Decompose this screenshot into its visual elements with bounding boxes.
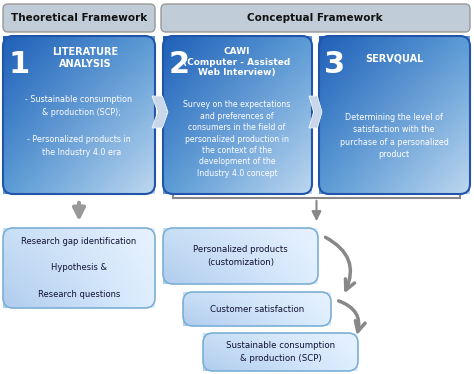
FancyBboxPatch shape: [161, 4, 470, 32]
FancyBboxPatch shape: [3, 4, 155, 32]
Text: LITERATURE
ANALYSIS: LITERATURE ANALYSIS: [52, 47, 118, 69]
Text: Conceptual Framework: Conceptual Framework: [247, 13, 383, 23]
Text: SERVQUAL: SERVQUAL: [365, 53, 423, 63]
Polygon shape: [152, 96, 168, 128]
Text: Survey on the expectations
and preferences of
consumers in the field of
personal: Survey on the expectations and preferenc…: [183, 100, 291, 178]
Text: Determining the level of
satisfaction with the
purchase of a personalized
produc: Determining the level of satisfaction wi…: [339, 113, 448, 159]
Polygon shape: [309, 96, 322, 128]
Text: Customer satisfaction: Customer satisfaction: [210, 304, 304, 313]
Text: - Sustainable consumption
  & production (SCP);

- Personalized products in
  th: - Sustainable consumption & production (…: [26, 95, 133, 157]
Text: Research gap identification

Hypothesis &

Research questions: Research gap identification Hypothesis &…: [21, 237, 137, 299]
Text: Sustainable consumption
& production (SCP): Sustainable consumption & production (SC…: [226, 341, 335, 363]
Text: CAWI
(Computer - Assisted
Web Interview): CAWI (Computer - Assisted Web Interview): [183, 47, 291, 77]
Text: Theoretical Framework: Theoretical Framework: [11, 13, 147, 23]
Text: 2: 2: [168, 49, 190, 79]
Text: 3: 3: [324, 49, 346, 79]
Text: Personalized products
(customization): Personalized products (customization): [193, 245, 288, 267]
Text: 1: 1: [9, 49, 29, 79]
